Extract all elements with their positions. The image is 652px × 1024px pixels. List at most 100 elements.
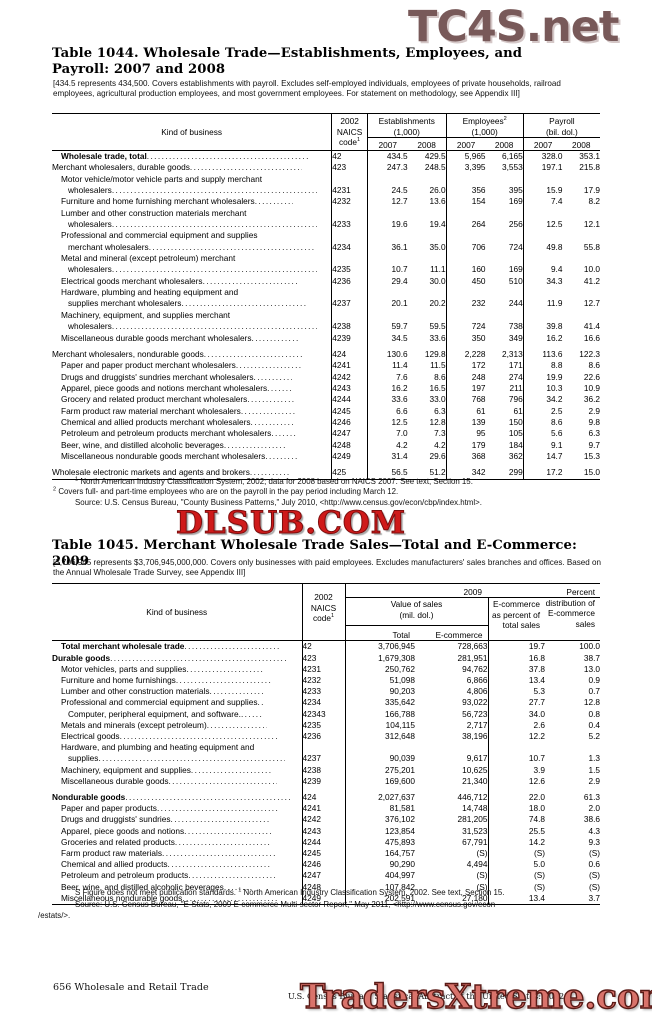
row-label: Drugs and druggists' sundries merchant w… [61,371,292,382]
table-row: Merchant wholesalers, durable goods ....… [52,162,600,174]
cell-pay08: 15.0 [562,467,600,480]
cell-est07 [366,173,408,186]
row-label: Lumber and other construction materials … [61,686,265,697]
cell-total: 376,102 [344,814,415,826]
cell-est07 [366,287,408,299]
cell-emp07: 179 [445,439,486,451]
cell-dist: 100.0 [545,640,600,653]
cell-total: 2,027,637 [344,792,415,804]
cell-dist: 0.4 [588,719,600,730]
cell-pay08: 353.1 [562,150,600,163]
row-label: supplies merchant wholesalers ..........… [68,298,307,309]
cell-pay08: 215.8 [579,162,600,173]
cell-dist: (S) [588,848,600,859]
cell-code: 4247 [301,870,345,882]
table-row: Groceries and related products .........… [52,836,600,849]
cell-pct: 10.7 [487,753,545,765]
cell-dist: 38.6 [583,814,600,825]
cell-est07: 247.3 [366,162,408,174]
cell-est07: 12.7 [366,196,408,208]
table-row: Beer, wine, and distilled alcoholic beve… [52,881,600,893]
cell-est07: 4.2 [366,439,408,451]
dist-line-4: sales [575,618,595,629]
row-label: Merchant wholesalers, nondurable goods .… [52,349,332,360]
leader-dots: ........................................… [111,264,317,275]
cell-emp08 [486,287,524,298]
cell-emp08: 2,313 [501,348,523,359]
cell-emp07: 724 [445,321,486,333]
cell-pct: (S) [487,848,545,860]
cell-pay08: 122.3 [579,348,600,359]
col-header-payroll: Payroll (bil. dol.) [522,113,600,138]
cell-pct: 5.0 [487,859,545,871]
leader-dots: ........................................… [203,348,303,359]
leader-dots: ........................................… [240,708,263,719]
cell-pay08 [562,174,600,185]
dist-line-3: E-commerce [547,608,595,619]
cell-emp08: 395 [508,185,523,196]
row-label: Miscellaneous nondurable goods .........… [52,892,302,906]
cell-est07 [366,230,408,242]
row-label: Grocery and related product merchant who… [52,394,332,405]
pct-line-3: total sales [502,620,540,631]
cell-pct: 27.7 [487,697,545,709]
cell-pay07: 49.8 [522,241,563,254]
cell-est07: 16.2 [366,382,408,395]
leader-dots: ........................................… [188,870,275,881]
table-row: Grocery and related product merchant who… [52,394,600,406]
table-row: Machinery, equipment and supplies ......… [52,764,600,776]
cell-pct: 34.0 [487,708,545,720]
row-label: Hardware, plumbing and heating equipment… [61,287,239,298]
cell-code: 423 [331,162,368,174]
cell-est07: 12.5 [366,416,408,429]
cell-code [301,742,345,754]
naics-line-2: NAICS [336,126,363,137]
cell-pay08: 2.9 [588,405,600,416]
cell-code: 4233 [331,219,368,231]
cell-pct: 14.2 [487,836,545,849]
row-label: Metals and minerals (except petroleum) .… [61,719,267,730]
cell-code: 4242 [331,371,368,383]
cell-ecom: 9,617 [466,753,488,764]
cell-code: 4242 [301,814,345,826]
cell-total: 123,854 [344,825,415,837]
table-row: Metal and mineral (except petroleum) mer… [52,253,600,265]
table-1045-headnote: [3,706,945 represents $3,706,945,000,000… [53,558,602,578]
cell-emp07: 368 [445,450,486,463]
leader-dots: ........................................… [265,450,299,461]
cell-pay07: 5.6 [522,428,563,440]
col-header-employees: Employees2 (1,000) [445,113,524,138]
cell-pct: 5.3 [487,686,545,698]
cell-code: 4231 [301,663,345,675]
cell-ecom: 2,717 [466,719,488,730]
cell-emp08: 184 [508,439,523,450]
cell-pct: 16.8 [487,652,545,664]
cell-dist: 2.9 [588,775,600,786]
cell-dist: (S) [588,881,600,892]
cell-ecom: 27,180 [415,892,488,906]
table-1045: Kind of business 2002 NAICS code1 2009 V… [52,582,600,906]
cell-emp08 [486,174,524,185]
cell-total: 90,203 [344,686,415,698]
value-line-2: (mil. dol.) [399,609,434,620]
table-1044-head: Kind of business 2002 NAICS code1 Establ… [52,113,600,151]
col-header-ecommerce-distribution: Percent distribution of E-commerce sales [545,587,600,641]
cell-emp08: 171 [508,360,523,371]
leader-dots: ........................................… [250,416,294,427]
cell-pay07: 328.0 [522,150,563,163]
leader-dots: ........................................… [174,836,271,847]
value-line-1: Value of sales [390,599,443,609]
cell-total: 164,757 [344,848,415,860]
table-1044-body: Wholesale trade, total .................… [52,150,600,480]
cell-emp07 [445,230,486,242]
cell-ecom: 14,748 [462,803,488,814]
cell-pay08: 17.9 [583,185,600,196]
cell-total: 275,201 [344,764,415,776]
table-row: Nondurable goods .......................… [52,792,600,804]
cell-dist: 12.8 [583,697,600,708]
leader-dots: ........................................… [161,848,275,859]
cell-emp08: 796 [508,394,523,405]
table-row: Miscellaneous durable goods ............… [52,775,600,788]
row-label: Professional and commercial equipment an… [61,230,258,241]
